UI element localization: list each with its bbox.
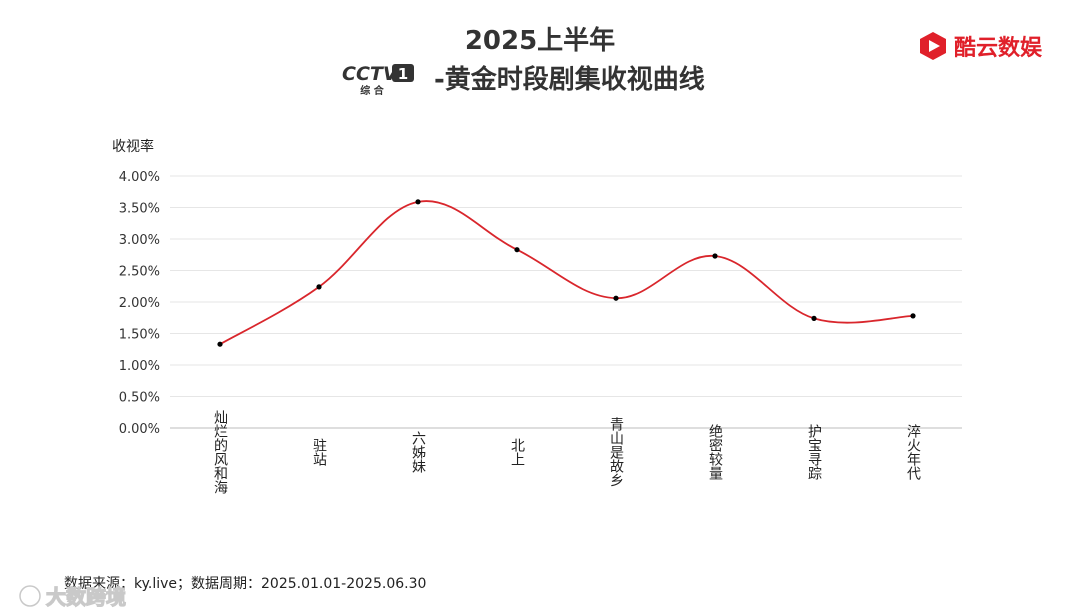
data-source-note: 数据来源：ky.live；数据周期：2025.01.01-2025.06.30 [64,576,427,592]
brand-logo: 酷云数娱 [918,30,1042,62]
data-point [217,341,223,347]
data-point [811,315,817,321]
cctv1-logo: CCTV 1 综 合 [342,63,414,97]
y-tick-label: 1.00% [119,359,160,374]
cctv-logo-text: CCTV [342,63,399,85]
x-tick-label: 绝密较量 [707,424,723,480]
watermark: 大数跨境 [19,584,127,610]
data-point [514,247,520,253]
data-point [910,313,916,319]
chart-title: 2025上半年 [464,26,616,56]
x-tick-label: 灿烂的风和海 [212,410,228,494]
y-axis-label: 收视率 [112,138,154,155]
brand-name: 酷云数娱 [954,36,1043,61]
data-point [316,284,322,290]
cctv-channel-subtitle: 综 合 [360,84,384,97]
x-tick-label: 护宝寻踪 [806,424,822,480]
y-tick-label: 0.00% [119,422,160,437]
y-tick-label: 1.50% [119,328,160,343]
y-tick-label: 4.00% [119,170,160,185]
watermark-text: 大数跨境 [46,585,126,609]
cctv-channel-number: 1 [398,65,408,83]
brand-play-icon [920,32,946,60]
x-tick-label: 淬火年代 [905,424,921,481]
data-point [415,199,421,205]
x-tick-label: 驻站 [311,438,327,466]
y-tick-label: 2.50% [119,265,160,280]
data-point [613,295,619,301]
x-tick-label: 青山是故乡 [608,417,624,487]
chart-subtitle: -黄金时段剧集收视曲线 [434,65,705,95]
y-tick-label: 0.50% [119,391,160,406]
ratings-series-line [219,200,914,345]
y-tick-label: 3.50% [119,202,160,217]
y-tick-label: 2.00% [119,296,160,311]
y-tick-label: 3.00% [119,233,160,248]
x-tick-label: 六姊妹 [410,431,426,473]
data-point [712,253,718,259]
x-tick-label: 北上 [509,438,525,466]
